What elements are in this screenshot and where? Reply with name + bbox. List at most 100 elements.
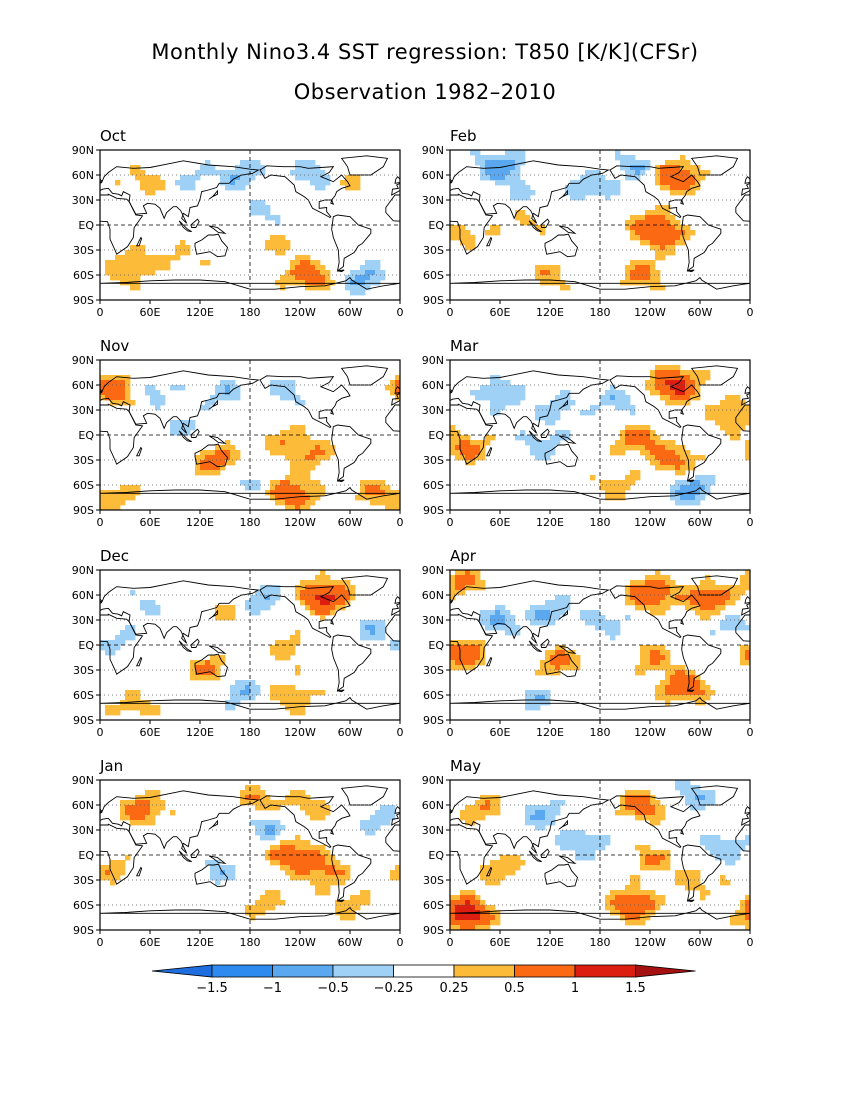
field-cell (315, 575, 321, 581)
field-cell (205, 465, 211, 471)
field-cell (730, 395, 736, 401)
field-cell (225, 170, 231, 176)
field-cell (305, 165, 311, 171)
coastline (337, 479, 345, 483)
field-cell (450, 430, 456, 436)
field-cell (140, 805, 146, 811)
field-cell (295, 855, 301, 861)
field-cell (665, 665, 671, 671)
coastline (450, 486, 750, 500)
field-cell (105, 390, 111, 396)
field-cell (640, 220, 646, 226)
field-cell (505, 155, 511, 161)
field-cell (300, 800, 306, 806)
field-cell (470, 580, 476, 586)
field-cell (130, 245, 136, 251)
field-cell (330, 610, 336, 616)
field-cell (730, 590, 736, 596)
field-cell (125, 485, 131, 491)
field-cell (315, 170, 321, 176)
field-cell (675, 395, 681, 401)
field-cell (280, 865, 286, 871)
field-cell (670, 250, 676, 256)
field-cell (615, 445, 621, 451)
field-cell (725, 395, 731, 401)
field-cell (660, 235, 666, 241)
field-cell (270, 590, 276, 596)
field-cell (605, 620, 611, 626)
field-cell (205, 860, 211, 866)
field-cell (710, 690, 716, 696)
field-cell (450, 425, 456, 431)
lat-tick-label: EQ (78, 849, 94, 862)
field-cell (450, 580, 456, 586)
field-cell (720, 415, 726, 421)
field-cell (635, 845, 641, 851)
field-cell (270, 800, 276, 806)
field-cell (565, 650, 571, 656)
field-cell (655, 435, 661, 441)
field-cell (465, 460, 471, 466)
field-cell (640, 445, 646, 451)
field-cell (235, 685, 241, 691)
field-cell (265, 900, 271, 906)
field-cell (570, 180, 576, 186)
field-cell (455, 915, 461, 921)
field-cell (225, 175, 231, 181)
coastline (528, 430, 542, 443)
field-cell (280, 450, 286, 456)
field-cell (485, 915, 491, 921)
field-cell (630, 885, 636, 891)
field-cell (100, 375, 106, 381)
field-cell (285, 275, 291, 281)
field-cell (635, 445, 641, 451)
field-cell (145, 710, 151, 716)
field-cell (645, 450, 651, 456)
field-cell (295, 700, 301, 706)
field-cell (500, 390, 506, 396)
field-cell (230, 390, 236, 396)
field-cell (145, 270, 151, 276)
field-cell (590, 475, 596, 481)
field-cell (540, 280, 546, 286)
field-cell (310, 870, 316, 876)
field-cell (695, 595, 701, 601)
field-cell (490, 915, 496, 921)
field-cell (500, 160, 506, 166)
field-cell (645, 260, 651, 266)
field-cell (450, 910, 456, 916)
field-cell (485, 385, 491, 391)
field-cell (685, 885, 691, 891)
field-cell (730, 420, 736, 426)
field-cell (325, 805, 331, 811)
field-cell (380, 270, 386, 276)
field-cell (680, 485, 686, 491)
field-cell (395, 875, 400, 881)
field-cell (680, 675, 686, 681)
field-cell (120, 390, 126, 396)
field-cell (195, 660, 201, 666)
field-cell (615, 480, 621, 486)
field-cell (690, 455, 696, 461)
field-cell (320, 280, 326, 286)
field-cell (640, 860, 646, 866)
field-cell (670, 365, 676, 371)
field-cell (650, 220, 656, 226)
field-cell (285, 280, 291, 286)
field-cell (470, 390, 476, 396)
field-cell (690, 685, 696, 691)
field-cell (640, 580, 646, 586)
field-cell (665, 185, 671, 191)
field-cell (650, 910, 656, 916)
coastline (135, 446, 143, 457)
field-cell (255, 905, 261, 911)
field-cell (515, 170, 521, 176)
field-cell (290, 430, 296, 436)
field-cell (340, 865, 346, 871)
coastline (829, 221, 842, 232)
field-cell (590, 410, 596, 416)
field-cell (625, 920, 631, 926)
lat-tick-label: 90S (423, 924, 444, 937)
field-cell (250, 170, 256, 176)
field-cell (620, 495, 626, 501)
